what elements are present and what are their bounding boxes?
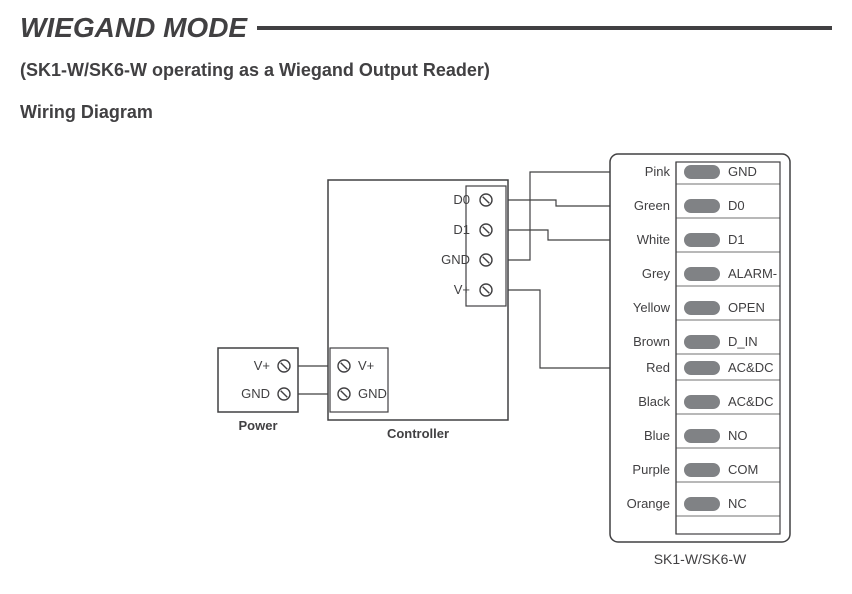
- reader-pin: [684, 463, 720, 477]
- power-terminal-label: GND: [241, 386, 270, 401]
- screw-terminal: [338, 360, 350, 372]
- screw-terminal: [480, 194, 492, 206]
- wire-color-label: Brown: [633, 334, 670, 349]
- screw-terminal: [480, 284, 492, 296]
- reader-pin: [684, 335, 720, 349]
- wire-color-label: Blue: [644, 428, 670, 443]
- wire-color-label: Purple: [632, 462, 670, 477]
- reader-pin: [684, 267, 720, 281]
- wire-color-label: Orange: [627, 496, 670, 511]
- controller-right-terminal-label: V+: [454, 282, 470, 297]
- reader-pin: [684, 165, 720, 179]
- title-row: WIEGAND MODE: [20, 12, 832, 44]
- controller-right-terminal-label: GND: [441, 252, 470, 267]
- screw-terminal: [338, 388, 350, 400]
- reader-label: SK1-W/SK6-W: [654, 551, 747, 567]
- reader-pin-label: D0: [728, 198, 745, 213]
- reader-pin-label: COM: [728, 462, 758, 477]
- wire-color-label: Black: [638, 394, 670, 409]
- wire-color-label: Pink: [645, 164, 671, 179]
- reader-pin-label: OPEN: [728, 300, 765, 315]
- wire-color-label: Green: [634, 198, 670, 213]
- screw-terminal: [480, 224, 492, 236]
- screw-terminal: [480, 254, 492, 266]
- reader-pin-label: AC&DC: [728, 360, 774, 375]
- reader-pin: [684, 395, 720, 409]
- controller-right-terminal-label: D1: [453, 222, 470, 237]
- screw-terminal: [278, 360, 290, 372]
- screw-terminal: [278, 388, 290, 400]
- reader-pin-label: NC: [728, 496, 747, 511]
- title-rule: [257, 26, 832, 30]
- wire-color-label: White: [637, 232, 670, 247]
- reader-pin-label: NO: [728, 428, 748, 443]
- controller-right-terminal-label: D0: [453, 192, 470, 207]
- wire-color-label: Grey: [642, 266, 671, 281]
- subtitle: (SK1-W/SK6-W operating as a Wiegand Outp…: [20, 60, 490, 81]
- page-title: WIEGAND MODE: [20, 12, 247, 44]
- controller-left-terminal-label: GND: [358, 386, 387, 401]
- reader-pin-label: AC&DC: [728, 394, 774, 409]
- wire-color-label: Yellow: [633, 300, 671, 315]
- wiring-diagram: Power Controller SK1-W/SK6-W V+ GND V+ GND D…: [0, 130, 852, 570]
- reader-pin: [684, 361, 720, 375]
- reader-pin: [684, 497, 720, 511]
- reader-pin: [684, 429, 720, 443]
- controller-left-terminal-label: V+: [358, 358, 374, 373]
- reader-pin-label: D1: [728, 232, 745, 247]
- reader-pin-label: D_IN: [728, 334, 758, 349]
- reader-pin: [684, 301, 720, 315]
- reader-pin-label: GND: [728, 164, 757, 179]
- reader-pin-label: ALARM-: [728, 266, 777, 281]
- wire-color-label: Red: [646, 360, 670, 375]
- reader-pin: [684, 233, 720, 247]
- power-terminal-label: V+: [254, 358, 270, 373]
- section-heading: Wiring Diagram: [20, 102, 153, 123]
- power-label: Power: [238, 418, 277, 433]
- reader-pin: [684, 199, 720, 213]
- controller-label: Controller: [387, 426, 449, 441]
